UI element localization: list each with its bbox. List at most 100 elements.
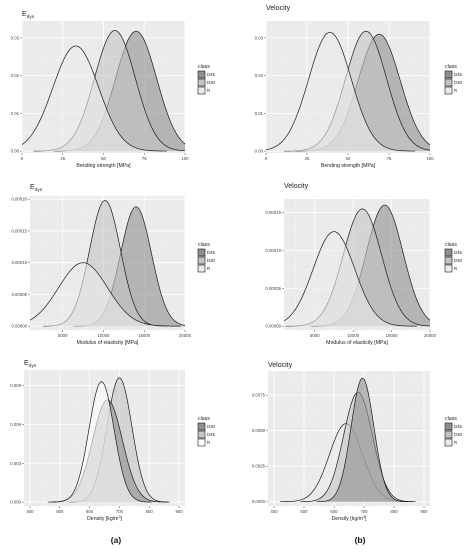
chart-panel-1: 0 25 50 75 100 0.00 0.01 0.02 0.03 Bending streng… <box>11 11 216 169</box>
x-tick-label: 50 <box>346 156 351 161</box>
y-tick-label: 0.0000 <box>252 499 266 504</box>
legend-label-r: R <box>207 266 210 271</box>
x-axis-label: Density [kg/m3] <box>332 515 367 522</box>
density-area-r <box>266 32 416 152</box>
y-tick-label: 0.00010 <box>265 248 281 253</box>
legend: class D45 D30 R <box>197 242 215 273</box>
density-line-r <box>51 381 152 503</box>
density-area-d45 <box>74 206 185 327</box>
legend-key-r <box>444 86 453 95</box>
y-tick-label: 0.0025 <box>252 464 266 469</box>
legend-key-d45 <box>197 70 206 79</box>
legend-label-r: R <box>207 440 210 445</box>
x-tick-label: 400 <box>270 509 278 514</box>
x-tick-label: 100 <box>181 156 189 161</box>
x-axis-label: Density [kg/m3] <box>87 515 122 522</box>
density-line-d45 <box>316 377 409 503</box>
x-tick-label: 75 <box>387 156 392 161</box>
x-tick-label: 25 <box>305 156 310 161</box>
x-tick-label: 400 <box>26 509 34 514</box>
x-tick-label: 75 <box>142 156 147 161</box>
legend-label-d30: D30 <box>207 258 215 263</box>
y-tick-label: 0.00010 <box>11 260 27 265</box>
legend: class D45 D30 R <box>444 64 462 95</box>
density-line-r <box>29 262 181 327</box>
density-area-d30 <box>43 200 168 327</box>
legend-label-d30: D30 <box>454 432 462 437</box>
x-tick-label: 10000 <box>97 333 110 338</box>
x-axis-label: Bending strength [MPa] <box>321 163 376 169</box>
chart-panel-4: 5000 10000 15000 20000 0.00000 0.00005 0.00010… <box>265 183 462 346</box>
y-tick-label: 0.00 <box>255 149 264 154</box>
legend-key-d45 <box>444 248 453 257</box>
legend-key-r <box>444 264 453 273</box>
legend-key-d30 <box>197 78 206 87</box>
legend-label-r: R <box>454 440 457 445</box>
y-tick-label: 0.02 <box>255 73 264 78</box>
y-tick-label: 0.00005 <box>11 292 27 297</box>
x-tick-label: 500 <box>56 509 64 514</box>
legend-title: class <box>198 242 210 248</box>
legend-title: class <box>445 416 457 422</box>
density-line-r <box>265 31 416 152</box>
legend-label-r: R <box>454 88 457 93</box>
y-tick-label: 0.00005 <box>265 286 281 291</box>
y-tick-label: 0.02 <box>11 73 20 78</box>
legend-title: class <box>445 64 457 70</box>
legend-key-r <box>197 438 206 447</box>
chart-panel-3: 5000 10000 15000 20000 0.00000 0.00005 0.00010… <box>11 184 215 346</box>
y-tick-label: 0.00015 <box>11 228 27 233</box>
density-line-r <box>283 231 417 327</box>
y-tick-label: 0.00020 <box>11 197 27 202</box>
legend-key-r <box>197 86 206 95</box>
density-area-r <box>22 45 168 152</box>
legend-label-d30: D30 <box>454 258 462 263</box>
density-area-d45 <box>316 378 409 502</box>
y-tick-label: 0.0075 <box>252 393 266 398</box>
legend: class D45 D30 R <box>444 416 462 447</box>
legend: class D45 D30 R <box>444 242 462 273</box>
y-tick-label: 0.00000 <box>11 324 27 329</box>
density-area-d30 <box>284 31 430 152</box>
x-tick-label: 20000 <box>179 333 192 338</box>
x-tick-label: 15000 <box>386 333 399 338</box>
legend-label-r: R <box>207 88 210 93</box>
legend-label-r: R <box>454 266 457 271</box>
legend-title: class <box>198 64 210 70</box>
x-tick-label: 50 <box>101 156 106 161</box>
y-tick-label: 0.003 <box>10 461 21 466</box>
x-tick-label: 15000 <box>138 333 151 338</box>
y-tick-label: 0.000 <box>10 500 21 505</box>
legend-key-r <box>444 438 453 447</box>
y-tick-label: 0.006 <box>10 422 21 427</box>
density-area-r <box>284 231 417 327</box>
density-area-d30 <box>33 30 185 152</box>
chart-panel-2: 0 25 50 75 100 0.00 0.01 0.02 0.03 Bending streng… <box>255 5 463 169</box>
legend-title: class <box>445 242 457 248</box>
legend-label-d45: D45 <box>454 424 462 429</box>
panel-title: Velocity <box>284 183 309 190</box>
legend-title: class <box>198 416 210 422</box>
legend-key-d45 <box>197 248 206 257</box>
x-tick-label: 800 <box>390 509 398 514</box>
x-tick-label: 5000 <box>310 333 320 338</box>
panel-title: Velocity <box>268 362 293 369</box>
legend-label-d45: D45 <box>454 72 462 77</box>
x-tick-label: 600 <box>330 509 338 514</box>
panel-title: Edyn <box>22 11 35 20</box>
y-tick-label: 0.009 <box>10 383 21 388</box>
x-tick-label: 5000 <box>58 333 68 338</box>
x-tick-label: 25 <box>60 156 65 161</box>
x-tick-label: 500 <box>300 509 308 514</box>
x-tick-label: 100 <box>426 156 434 161</box>
legend-label-d30: D30 <box>207 424 215 429</box>
panel-title: Velocity <box>266 5 291 12</box>
y-tick-label: 0.00 <box>11 149 20 154</box>
x-tick-label: 0 <box>21 156 24 161</box>
legend-key-d30 <box>444 78 453 87</box>
density-area-d30 <box>285 208 430 327</box>
density-area-r <box>30 262 181 327</box>
density-area-r <box>51 381 152 503</box>
x-tick-label: 20000 <box>424 333 437 338</box>
